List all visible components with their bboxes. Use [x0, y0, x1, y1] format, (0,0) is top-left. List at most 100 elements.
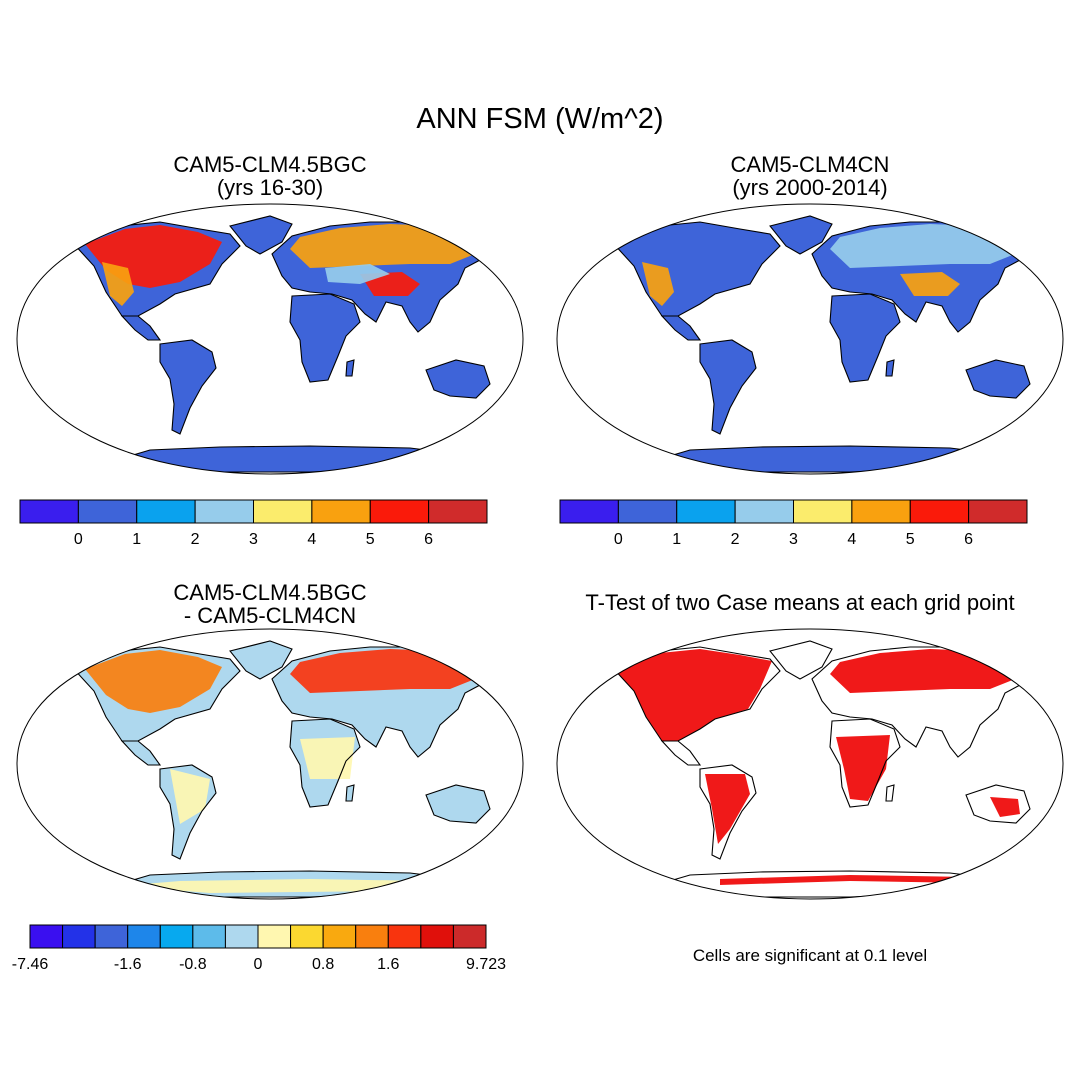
colorbar-tick-label: 2: [731, 531, 740, 548]
land-australia: [426, 785, 490, 823]
coastline-south-america: [699, 339, 757, 435]
significance-note: Cells are significant at 0.1 level: [692, 946, 928, 965]
colorbar-box: [194, 499, 254, 524]
land-africa: [290, 294, 360, 382]
panel-3-title: CAM5-CLM4.5BGC - CAM5-CLM4CN: [120, 581, 420, 627]
coastline-greenland: [229, 640, 293, 680]
colorbar-box: [428, 499, 488, 524]
coastline-africa: [289, 718, 361, 808]
colorbar-box: [257, 924, 292, 949]
colorbar-box: [851, 499, 911, 524]
coastline-australia: [965, 784, 1031, 824]
significant-region-antarctica-edge: [720, 875, 970, 885]
hotspot-northern-eurasia: [830, 224, 1020, 268]
colorbar-box: [793, 499, 853, 524]
coastline-south-america: [159, 764, 217, 860]
map-panel-mean-clm45bgc: [16, 203, 524, 475]
coastline-central-america: [120, 740, 162, 766]
land-central-america: [122, 316, 160, 340]
land-central-america: [122, 741, 160, 765]
land-central-america: [662, 741, 700, 765]
panel-1-title-line2: (yrs 16-30): [216, 175, 324, 200]
colorbar-tick-label: 6: [424, 531, 433, 548]
significant-region-australia: [990, 797, 1020, 817]
colorbar-box: [253, 499, 313, 524]
colorbar-tick-label: 0.8: [312, 956, 334, 973]
land-antarctica: [656, 446, 998, 472]
coastline-australia: [425, 359, 491, 399]
colorbar-box: [127, 924, 161, 949]
colorbar-box: [192, 924, 226, 949]
significant-region-north-america: [614, 649, 772, 741]
colorbar-tick-label: 1.6: [377, 956, 399, 973]
significant-region-south-america: [705, 774, 750, 844]
colorbar-box: [19, 499, 79, 524]
colorbar-box: [311, 499, 371, 524]
coastline-north-america: [611, 646, 781, 742]
colorbar-tick-label: 0: [614, 531, 623, 548]
colorbar-tick-label: 0: [254, 956, 263, 973]
hotspot-northern-north-america: [85, 650, 222, 713]
land-australia: [966, 360, 1030, 398]
panel-1-title-line1: CAM5-CLM4.5BGC: [173, 152, 367, 177]
coastline-eurasia: [811, 221, 1033, 333]
coastline-north-america: [71, 646, 241, 742]
colorbar-tick-label: 0: [74, 531, 83, 548]
colorbar-tick-label: -1.6: [114, 956, 142, 973]
colorbar-box: [136, 499, 196, 524]
colorbar-box: [77, 499, 138, 524]
coastline-madagascar: [345, 784, 355, 802]
coastline-greenland: [229, 215, 293, 255]
map-panel-mean-clm4cn: [556, 203, 1064, 475]
panel-4-title: T-Test of two Case means at each grid po…: [585, 590, 1015, 615]
colorbar-box: [290, 924, 324, 949]
colorbar-box: [968, 499, 1028, 524]
colorbar-box: [452, 924, 487, 949]
colorbar-field-2: 0 1 2 3 4 5 6: [559, 499, 1028, 548]
colorbar-tick-label: 3: [789, 531, 798, 548]
coastline-greenland: [769, 640, 833, 680]
coastline-eurasia: [271, 646, 493, 758]
colorbar-box: [617, 499, 678, 524]
map-border: [556, 628, 1064, 900]
land-australia: [426, 360, 490, 398]
hotspot-tropics: [170, 737, 355, 824]
coastline-africa: [829, 293, 901, 383]
colorbar-field-1: 0 1 2 3 4 5 6: [19, 499, 488, 548]
colorbar-box: [676, 499, 736, 524]
colorbar-tick-label: 1: [132, 531, 141, 548]
hotspot-western-north-america: [642, 262, 674, 306]
colorbar-box: [94, 924, 129, 949]
colorbar-box: [224, 924, 259, 949]
colorbar-tick-label: 6: [964, 531, 973, 548]
panel-2-title-line1: CAM5-CLM4CN: [730, 152, 890, 177]
panel-2-title: CAM5-CLM4CN (yrs 2000-2014): [660, 153, 960, 199]
land-antarctica: [116, 446, 458, 472]
panel-1-title: CAM5-CLM4.5BGC (yrs 16-30): [120, 153, 420, 199]
panel-3-title-line1: CAM5-CLM4.5BGC: [173, 580, 367, 605]
coastline-madagascar: [885, 784, 895, 802]
coastline-eurasia: [811, 646, 1033, 758]
coastline-australia: [425, 784, 491, 824]
map-panel-difference: [16, 628, 524, 900]
colorbar-tick-label: 5: [366, 531, 375, 548]
land-antarctica: [656, 871, 998, 897]
land-africa: [830, 294, 900, 382]
panel-2-title-line2: (yrs 2000-2014): [732, 175, 888, 200]
hotspot-tibetan-plateau: [900, 272, 960, 296]
colorbar-box: [159, 924, 194, 949]
colorbar-box: [909, 499, 970, 524]
colorbar-box: [62, 924, 96, 949]
colorbar-box: [29, 924, 64, 949]
coastline-north-america: [611, 221, 781, 317]
coastline-africa: [289, 293, 361, 383]
colorbar-tick-label: 5: [906, 531, 915, 548]
coastline-south-america: [699, 764, 757, 860]
colorbar-tick-label: 4: [307, 531, 316, 548]
coastline-eurasia: [271, 221, 493, 333]
map-border: [16, 203, 524, 475]
hotspot-northern-eurasia: [290, 649, 480, 693]
hotspot-western-north-america: [102, 262, 134, 306]
colorbar-tick-label: 2: [191, 531, 200, 548]
colorbar-box: [734, 499, 794, 524]
